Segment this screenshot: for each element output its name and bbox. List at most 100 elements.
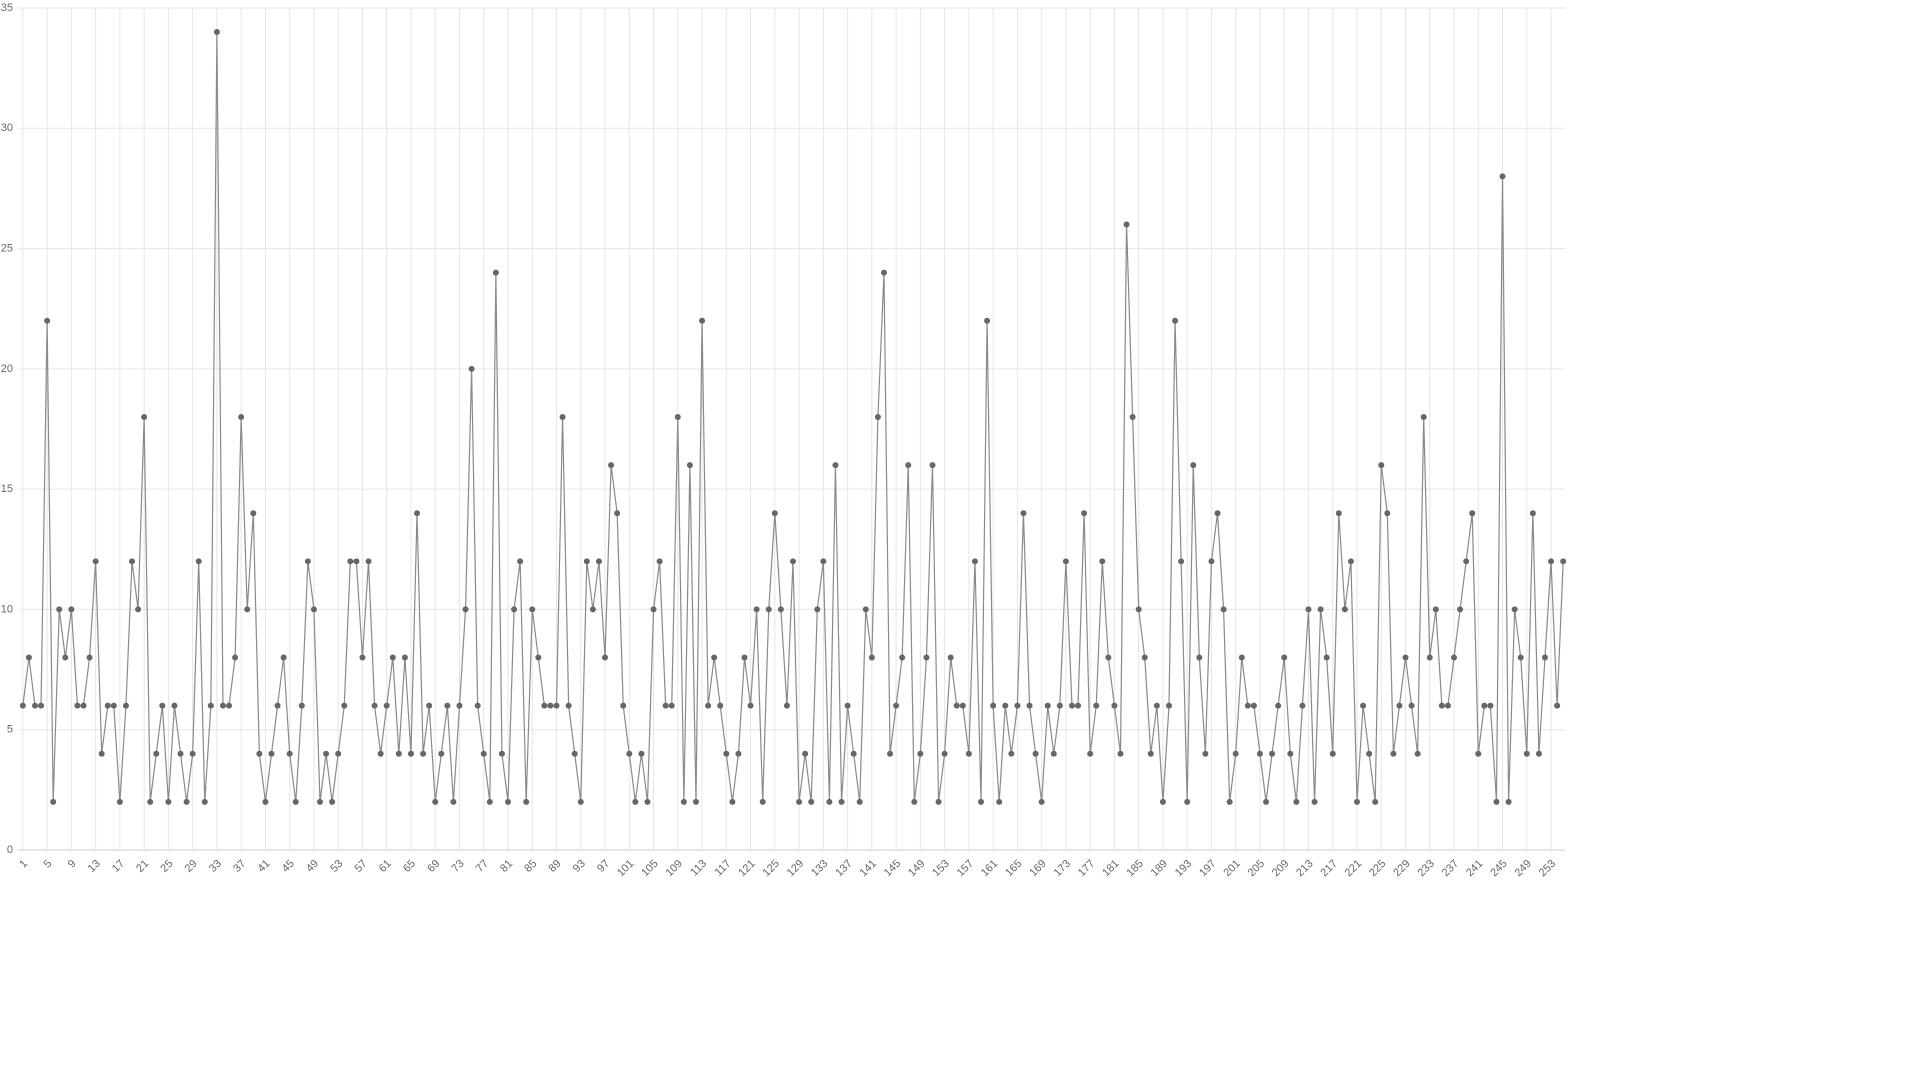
x-tick-label: 129 (785, 858, 806, 879)
x-tick-label: 233 (1415, 858, 1436, 879)
point (917, 750, 924, 757)
point (86, 654, 93, 661)
x-tick-label: 125 (761, 858, 782, 879)
point (1293, 798, 1300, 805)
y-tick-label: 35 (1, 2, 13, 14)
point (589, 606, 596, 613)
point (104, 702, 111, 709)
point (213, 29, 220, 36)
point (317, 798, 324, 805)
point (1511, 606, 1518, 613)
point (1208, 558, 1215, 565)
point (850, 750, 857, 757)
point (135, 606, 142, 613)
point (1457, 606, 1464, 613)
y-tick-label: 15 (1, 483, 13, 495)
point (1505, 798, 1512, 805)
point (262, 798, 269, 805)
point (553, 702, 560, 709)
point (1487, 702, 1494, 709)
point (1111, 702, 1118, 709)
point (1523, 750, 1530, 757)
point (899, 654, 906, 661)
point (668, 702, 675, 709)
point (292, 798, 299, 805)
point (1438, 702, 1445, 709)
point (632, 798, 639, 805)
x-tick-label: 13 (86, 858, 103, 875)
point (1281, 654, 1288, 661)
point (1402, 654, 1409, 661)
point (250, 510, 257, 517)
point (577, 798, 584, 805)
point (844, 702, 851, 709)
point (953, 702, 960, 709)
point (195, 558, 202, 565)
point (686, 462, 693, 469)
point (1554, 702, 1561, 709)
point (304, 558, 311, 565)
x-tick-label: 21 (134, 858, 151, 875)
point (456, 702, 463, 709)
x-tick-label: 197 (1197, 858, 1218, 879)
point (474, 702, 481, 709)
point (74, 702, 81, 709)
point (802, 750, 809, 757)
x-tick-label: 245 (1488, 858, 1509, 879)
point (1117, 750, 1124, 757)
point (1159, 798, 1166, 805)
point (1123, 221, 1130, 228)
point (98, 750, 105, 757)
point (1548, 558, 1555, 565)
point (626, 750, 633, 757)
x-tick-label: 153 (930, 858, 951, 879)
point (692, 798, 699, 805)
x-tick-label: 97 (595, 858, 612, 875)
point (244, 606, 251, 613)
point (511, 606, 518, 613)
point (1414, 750, 1421, 757)
x-tick-label: 45 (280, 858, 297, 875)
point (1384, 510, 1391, 517)
point (971, 558, 978, 565)
point (674, 413, 681, 420)
point (323, 750, 330, 757)
point (159, 702, 166, 709)
x-tick-label: 225 (1367, 858, 1388, 879)
point (856, 798, 863, 805)
point (547, 702, 554, 709)
point (1087, 750, 1094, 757)
point (1444, 702, 1451, 709)
point (608, 462, 615, 469)
point (365, 558, 372, 565)
point (783, 702, 790, 709)
point (1378, 462, 1385, 469)
x-tick-label: 181 (1100, 858, 1121, 879)
point (44, 317, 51, 324)
point (420, 750, 427, 757)
point (1560, 558, 1567, 565)
point (341, 702, 348, 709)
y-tick-label: 20 (1, 363, 13, 375)
x-tick-label: 105 (639, 858, 660, 879)
point (1256, 750, 1263, 757)
point (201, 798, 208, 805)
point (1044, 702, 1051, 709)
point (92, 558, 99, 565)
point (1529, 510, 1536, 517)
point (620, 702, 627, 709)
point (122, 702, 129, 709)
point (929, 462, 936, 469)
x-tick-label: 237 (1440, 858, 1461, 879)
y-tick-label: 5 (7, 724, 13, 736)
point (638, 750, 645, 757)
point (662, 702, 669, 709)
x-tick-label: 65 (401, 858, 418, 875)
point (826, 798, 833, 805)
x-tick-label: 33 (207, 858, 224, 875)
x-tick-label: 113 (688, 858, 709, 879)
point (1341, 606, 1348, 613)
point (656, 558, 663, 565)
point (310, 606, 317, 613)
point (189, 750, 196, 757)
